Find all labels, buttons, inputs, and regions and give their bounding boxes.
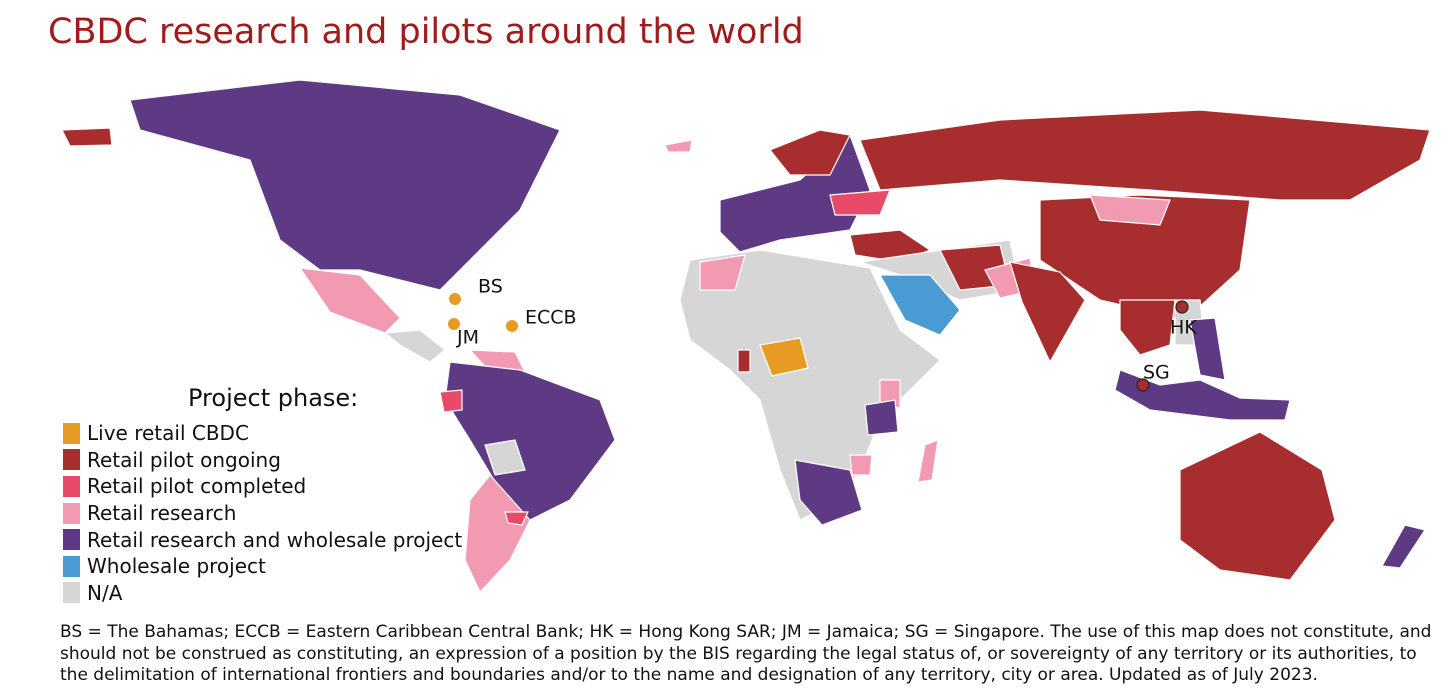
region [1089,194,1171,226]
region [794,459,863,526]
legend-swatch [63,502,80,524]
marker-label: JM [456,327,479,349]
region [849,454,873,476]
legend-swatch [63,555,80,577]
legend-label: Retail research [87,501,237,526]
legend-label: Retail research and wholesale project [87,527,463,552]
legend-swatch [63,449,80,471]
legend-swatch [63,529,80,551]
footnote: BS = The Bahamas; ECCB = Eastern Caribbe… [60,622,1432,685]
legend-label: Retail pilot completed [87,474,307,499]
region [829,189,891,216]
region [1114,369,1291,421]
legend-item: Retail research and wholesale project [63,526,462,553]
region [769,129,851,176]
region [484,439,526,476]
region [859,109,1431,201]
legend-label: N/A [87,580,123,605]
region [1119,299,1176,356]
world-map: BS JM ECCB HK SG [61,79,1431,594]
region [737,349,751,373]
marker [449,293,461,305]
map-title: CBDC research and pilots around the worl… [48,12,804,52]
legend-title: Project phase: [188,384,359,412]
marker-label: BS [478,276,503,298]
legend-swatch [63,582,80,604]
marker-label: ECCB [525,307,577,329]
legend-item: Live retail CBDC [63,420,462,447]
legend-item: Retail pilot completed [63,473,462,500]
region [864,399,899,436]
marker [1136,378,1150,392]
legend-item: Retail pilot ongoing [63,447,462,474]
region [878,274,961,336]
marker [1175,300,1189,314]
legend-item: Wholesale project [63,553,462,580]
legend: Live retail CBDC Retail pilot ongoing Reta… [63,420,462,606]
regions [61,79,1431,594]
legend-item: Retail research [63,500,462,527]
legend-label: Live retail CBDC [87,421,249,446]
region [61,127,113,147]
region [383,329,446,363]
region [439,389,463,413]
marker [506,320,518,332]
region [298,267,401,334]
legend-label: Wholesale project [87,554,266,579]
region [1179,431,1336,581]
region [759,337,809,377]
marker-label: SG [1143,362,1170,384]
region [1189,317,1226,381]
marker [448,318,460,330]
region [699,254,746,291]
legend-swatch [63,422,80,444]
region [1381,524,1426,569]
region [504,511,529,526]
region [129,79,561,291]
region [917,439,939,483]
legend-item: N/A [63,580,462,607]
region [664,139,693,153]
region [464,474,531,594]
region [1009,261,1086,364]
region [1039,194,1251,321]
legend-label: Retail pilot ongoing [87,447,281,472]
legend-swatch [63,475,80,497]
marker-label: HK [1170,317,1197,339]
region [444,361,616,521]
